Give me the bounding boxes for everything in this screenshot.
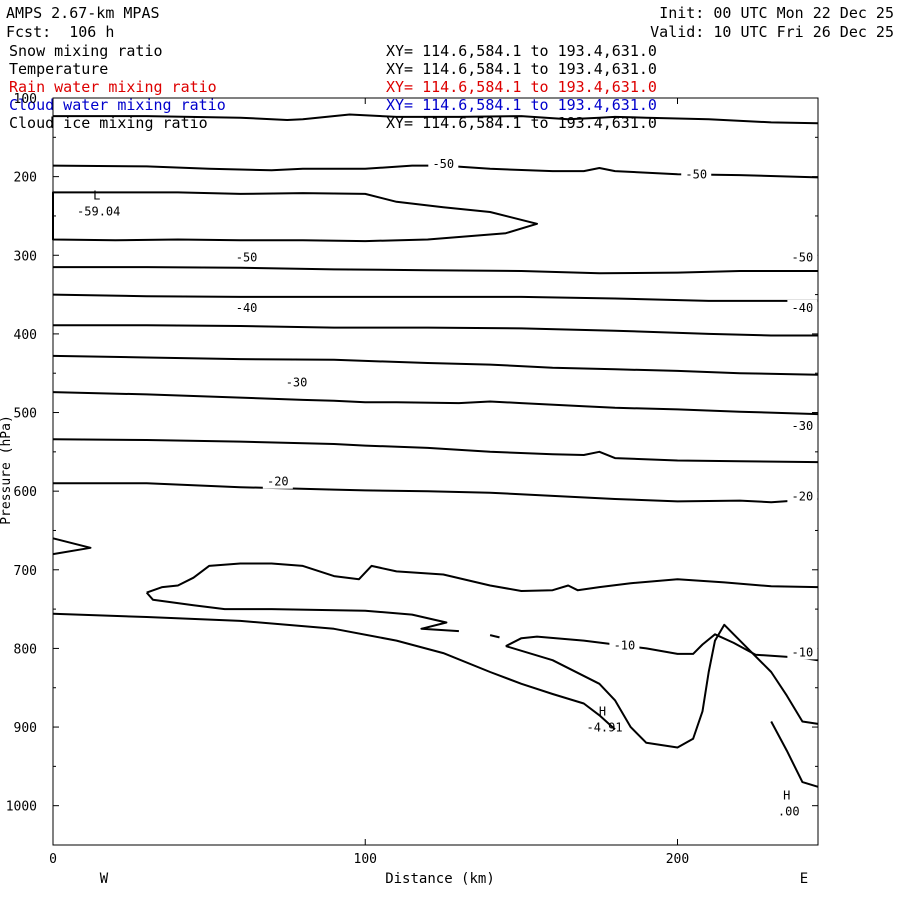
contour-label: -50 [792,251,814,265]
contour-label: -40 [236,301,258,315]
init-time: Init: 00 UTC Mon 22 Dec 25 [659,4,894,22]
y-tick-label: 200 [14,171,37,186]
contour-label-bg [787,417,818,433]
contour-label: -10 [614,638,636,652]
contour-label: -40 [792,301,814,315]
extremum-type: L [93,189,100,203]
field-rain-xy: XY= 114.6,584.1 to 193.4,631.0 [386,78,657,96]
contour-label-bg [231,249,262,265]
contour-line-12 [145,591,459,633]
field-temperature-xy: XY= 114.6,584.1 to 193.4,631.0 [386,60,657,78]
contour-label-bg [428,156,459,172]
contour-label: -30 [792,419,814,433]
forecast-hour: Fcst: 106 h [6,23,115,41]
y-tick-label: 700 [14,564,37,579]
contour-label: -20 [267,475,289,489]
y-tick-label: 500 [14,407,37,422]
field-snow-name: Snow mixing ratio [9,42,163,60]
contour-label: -50 [685,167,707,181]
x-tick-label: 200 [666,852,689,867]
contour-line-2 [52,191,538,243]
y-tick-label: 800 [14,642,37,657]
contour-label-bg [231,299,262,315]
contour-label: -50 [432,157,454,171]
y-axis-label: Pressure (hPa) [0,415,14,525]
east-label: E [800,871,808,887]
contour-label-bg [681,166,712,182]
extremum-type: H [599,705,606,719]
contour-line-15 [505,633,819,662]
contour-labels: -50 -50 -50 -50 -40 -40 -30 -30 -20 -20 -10 -10 [231,156,818,660]
contour-line-13 [52,612,616,731]
west-label: W [100,871,109,887]
y-tick-label: 400 [14,328,37,343]
contour-line-4 [52,293,818,302]
contour-line-16 [505,623,819,749]
contour-label: -20 [792,490,814,504]
contour-line-0 [53,113,819,125]
field-rain-name: Rain water mixing ratio [9,78,217,96]
y-tick-label: 600 [14,485,37,500]
extrema-markers: L -59.04 H -4.91 H .00 [77,189,800,819]
contour-line-14 [489,634,500,639]
contour-line-1 [52,164,819,179]
extremum-type: H [783,789,790,803]
contour-label: -10 [792,645,814,659]
axis-ticks: 100 200 300 400 500 600 700 800 900 1000 0 100 200 [6,92,818,867]
field-cloud-ice-name: Cloud ice mixing ratio [9,114,208,132]
contour-label-bg [787,488,818,504]
model-name: AMPS 2.67-km MPAS [6,4,160,22]
extremum-value: -4.91 [586,721,622,735]
contour-label-bg [787,249,818,265]
contour-lines [52,113,819,788]
contour-line-3 [53,266,818,275]
contour-line-11 [146,562,819,594]
y-tick-label: 1000 [6,800,37,815]
contour-label: -50 [236,251,258,265]
field-cloud-water-xy: XY= 114.6,584.1 to 193.4,631.0 [386,96,657,114]
y-tick-label: 300 [14,249,37,264]
contour-line-9 [53,482,819,504]
contour-line-8 [52,438,819,464]
contour-line-5 [53,324,818,337]
x-tick-label: 0 [49,852,57,867]
extremum-value: -59.04 [77,205,120,219]
contour-label-bg [262,473,293,489]
contour-line-17 [770,721,819,788]
valid-time: Valid: 10 UTC Fri 26 Dec 25 [650,23,894,41]
field-snow-xy: XY= 114.6,584.1 to 193.4,631.0 [386,42,657,60]
contour-line-7 [52,391,819,416]
field-cloud-water-name: Cloud water mixing ratio [9,96,226,114]
x-tick-label: 100 [354,852,377,867]
plot-frame [52,97,819,846]
x-axis-label: Distance (km) [385,871,495,887]
contour-line-6 [52,354,819,376]
contour-label: -30 [286,376,308,390]
y-tick-label: 900 [14,721,37,736]
extremum-value: .00 [778,805,800,819]
contour-line-10 [52,537,92,556]
contour-label-bg [609,637,640,653]
field-temperature-name: Temperature [9,60,109,78]
contour-label-bg [787,644,818,660]
y-tick-label: 100 [14,92,37,107]
contour-label-bg [281,374,312,390]
contour-label-bg [787,299,818,315]
